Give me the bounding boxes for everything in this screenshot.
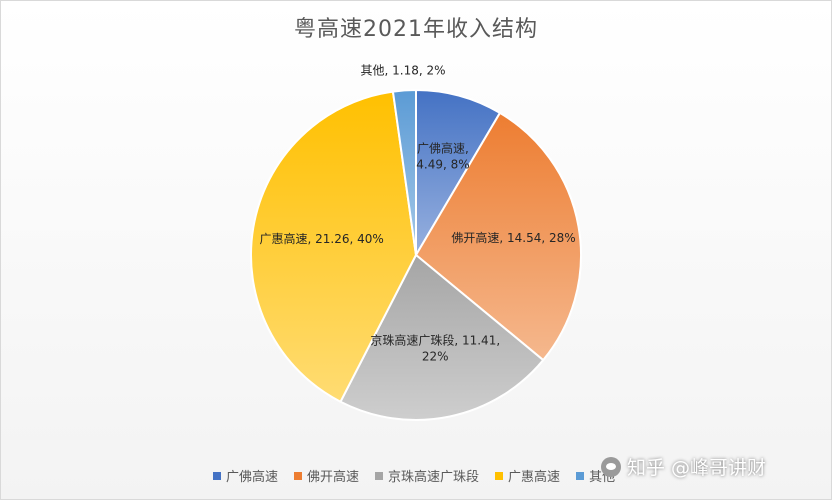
slice-data-label: 广佛高速, 4.49, 8%	[416, 140, 469, 171]
pie-slice	[339, 253, 545, 421]
legend-item-guanghui: 广惠高速	[495, 466, 560, 485]
legend-item-jingzhu: 京珠高速广珠段	[375, 466, 479, 485]
slice-data-label: 佛开高速, 14.54, 28%	[451, 230, 575, 245]
watermark: 知乎 @峰哥讲财	[601, 453, 766, 480]
legend-swatch	[213, 471, 221, 480]
legend-swatch	[495, 471, 504, 480]
slice-data-label: 广惠高速, 21.26, 40%	[259, 231, 383, 246]
watermark-text: 知乎 @峰哥讲财	[627, 457, 767, 479]
legend-label: 广佛高速	[226, 470, 279, 485]
legend-label: 京珠高速广珠段	[388, 470, 480, 485]
pie-chart: 广佛高速, 4.49, 8% 佛开高速, 14.54, 28% 京珠高速广珠段, 11…	[250, 64, 582, 421]
pie-slice	[250, 90, 418, 404]
legend-swatch	[294, 471, 303, 480]
legend-label: 广惠高速	[508, 470, 561, 485]
chart-title: 粤高速2021年收入结构	[294, 17, 538, 42]
pie-slice	[414, 111, 582, 362]
chart-legend: 广佛高速 佛开高速 京珠高速广珠段 广惠高速 其他	[213, 466, 615, 485]
pie-slice	[391, 88, 417, 256]
pie-slice	[415, 88, 502, 259]
slice-data-label: 其他, 1.18, 2%	[361, 64, 446, 78]
wechat-icon	[601, 456, 621, 477]
legend-swatch	[576, 471, 585, 480]
legend-item-fokai: 佛开高速	[294, 466, 359, 485]
slice-data-label: 京珠高速广珠段, 11.41, 22%	[370, 333, 500, 364]
legend-swatch	[375, 471, 384, 480]
legend-label: 佛开高速	[307, 470, 360, 485]
legend-item-guangfo: 广佛高速	[213, 466, 278, 485]
